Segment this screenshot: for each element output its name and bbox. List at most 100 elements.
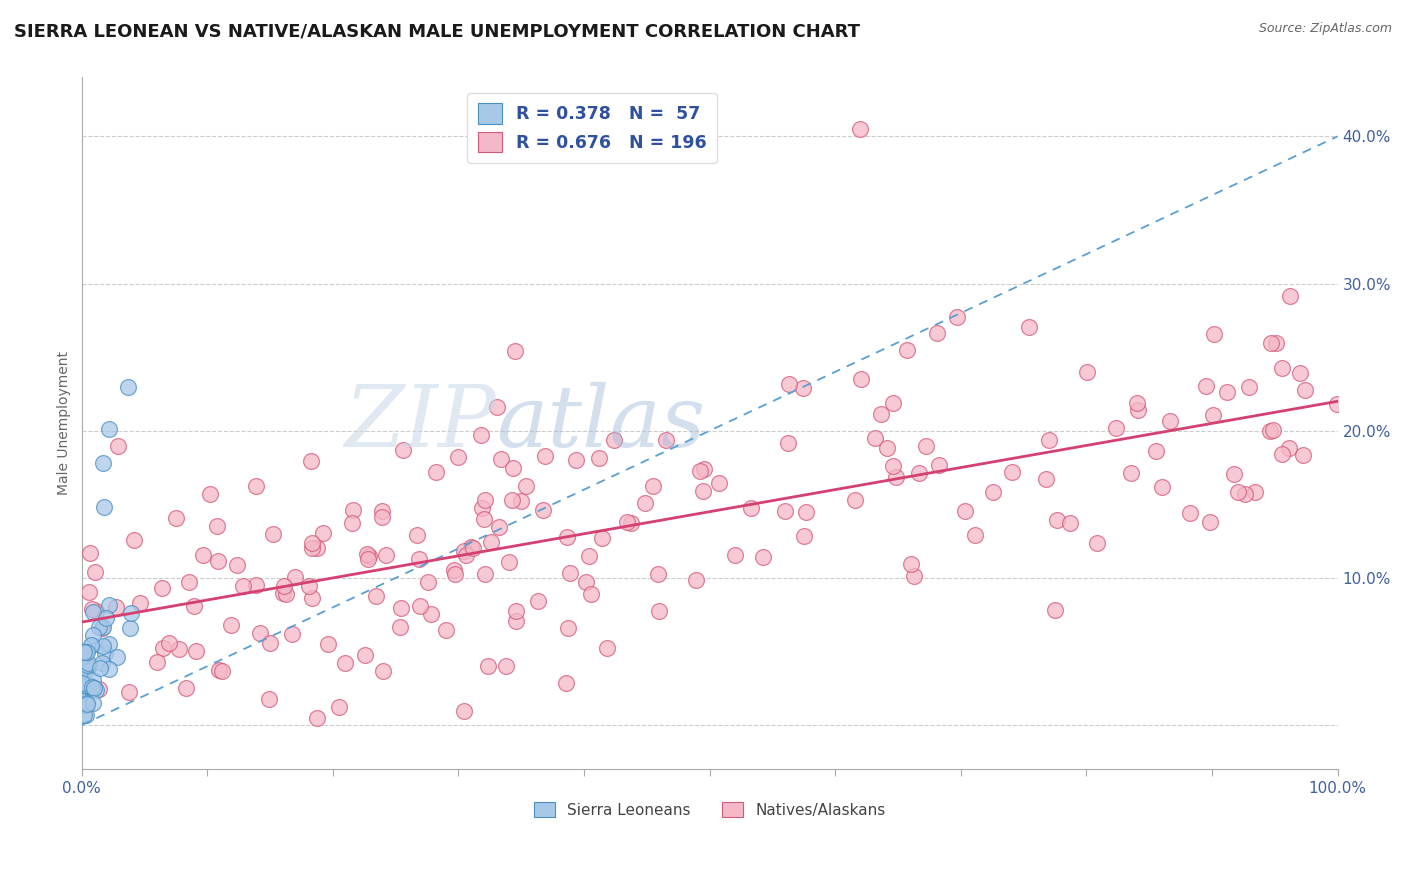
Point xyxy=(1126,396,1149,410)
Point xyxy=(284,570,307,584)
Point xyxy=(82,673,104,687)
Point xyxy=(505,614,527,628)
Point xyxy=(219,618,242,632)
Point xyxy=(280,627,302,641)
Point xyxy=(851,372,873,386)
Point xyxy=(945,310,967,324)
Legend: Sierra Leoneans, Natives/Alaskans: Sierra Leoneans, Natives/Alaskans xyxy=(527,796,891,824)
Point xyxy=(122,533,145,548)
Point xyxy=(80,602,103,616)
Point xyxy=(177,575,200,590)
Point xyxy=(474,492,496,507)
Point xyxy=(249,626,271,640)
Point xyxy=(129,597,152,611)
Point xyxy=(453,704,475,718)
Point xyxy=(460,541,482,555)
Point xyxy=(73,707,96,722)
Point xyxy=(82,605,104,619)
Point xyxy=(79,546,101,560)
Point xyxy=(1294,383,1316,397)
Point xyxy=(501,492,523,507)
Point xyxy=(118,684,141,698)
Point xyxy=(73,644,96,658)
Point xyxy=(643,479,665,493)
Point xyxy=(70,644,93,658)
Point xyxy=(565,452,588,467)
Point xyxy=(557,621,579,635)
Point xyxy=(200,487,222,501)
Point xyxy=(1215,384,1237,399)
Point xyxy=(191,548,214,562)
Text: SIERRA LEONEAN VS NATIVE/ALASKAN MALE UNEMPLOYMENT CORRELATION CHART: SIERRA LEONEAN VS NATIVE/ALASKAN MALE UN… xyxy=(14,22,860,40)
Point xyxy=(1195,378,1218,392)
Point xyxy=(886,470,908,484)
Point xyxy=(72,694,94,708)
Point xyxy=(620,516,643,530)
Point xyxy=(145,656,167,670)
Point xyxy=(534,449,557,463)
Point xyxy=(1234,487,1257,501)
Point xyxy=(105,649,128,664)
Point xyxy=(456,548,478,562)
Point xyxy=(965,528,987,542)
Point xyxy=(167,641,190,656)
Point xyxy=(863,431,886,445)
Point xyxy=(76,697,98,711)
Point xyxy=(75,644,97,658)
Point xyxy=(647,566,669,581)
Point xyxy=(1278,441,1301,455)
Point xyxy=(93,500,115,514)
Point xyxy=(489,452,512,467)
Point xyxy=(1326,396,1348,410)
Point xyxy=(502,461,524,475)
Point xyxy=(157,636,180,650)
Point xyxy=(555,676,578,690)
Point xyxy=(371,665,394,679)
Point xyxy=(366,589,388,603)
Point xyxy=(371,510,394,524)
Point xyxy=(1289,366,1312,380)
Point xyxy=(752,549,775,564)
Point xyxy=(558,566,581,581)
Point xyxy=(80,682,103,697)
Point xyxy=(634,496,657,510)
Point xyxy=(89,661,111,675)
Point xyxy=(305,711,328,725)
Point xyxy=(183,599,205,613)
Point xyxy=(419,607,441,621)
Point xyxy=(463,541,485,555)
Point xyxy=(263,527,285,541)
Point xyxy=(1263,423,1285,437)
Point xyxy=(70,644,93,658)
Point xyxy=(689,464,711,478)
Point xyxy=(1260,335,1282,350)
Point xyxy=(578,549,600,563)
Point xyxy=(94,646,117,660)
Point xyxy=(271,586,294,600)
Point xyxy=(1085,536,1108,550)
Point xyxy=(870,408,893,422)
Point xyxy=(75,644,97,658)
Point xyxy=(82,697,104,711)
Point xyxy=(434,623,457,637)
Point xyxy=(1271,447,1294,461)
Point xyxy=(602,434,624,448)
Point xyxy=(84,683,107,698)
Point xyxy=(693,461,716,475)
Point xyxy=(531,503,554,517)
Point xyxy=(73,683,96,698)
Point xyxy=(91,640,114,654)
Point xyxy=(472,512,495,526)
Point xyxy=(596,641,619,656)
Point xyxy=(342,503,364,517)
Point xyxy=(98,661,121,675)
Point xyxy=(375,548,398,562)
Point xyxy=(298,578,321,592)
Point xyxy=(90,656,112,670)
Point xyxy=(1258,424,1281,438)
Point xyxy=(709,476,731,491)
Point xyxy=(685,574,707,588)
Point xyxy=(1159,415,1181,429)
Point xyxy=(1001,465,1024,479)
Point xyxy=(207,519,229,533)
